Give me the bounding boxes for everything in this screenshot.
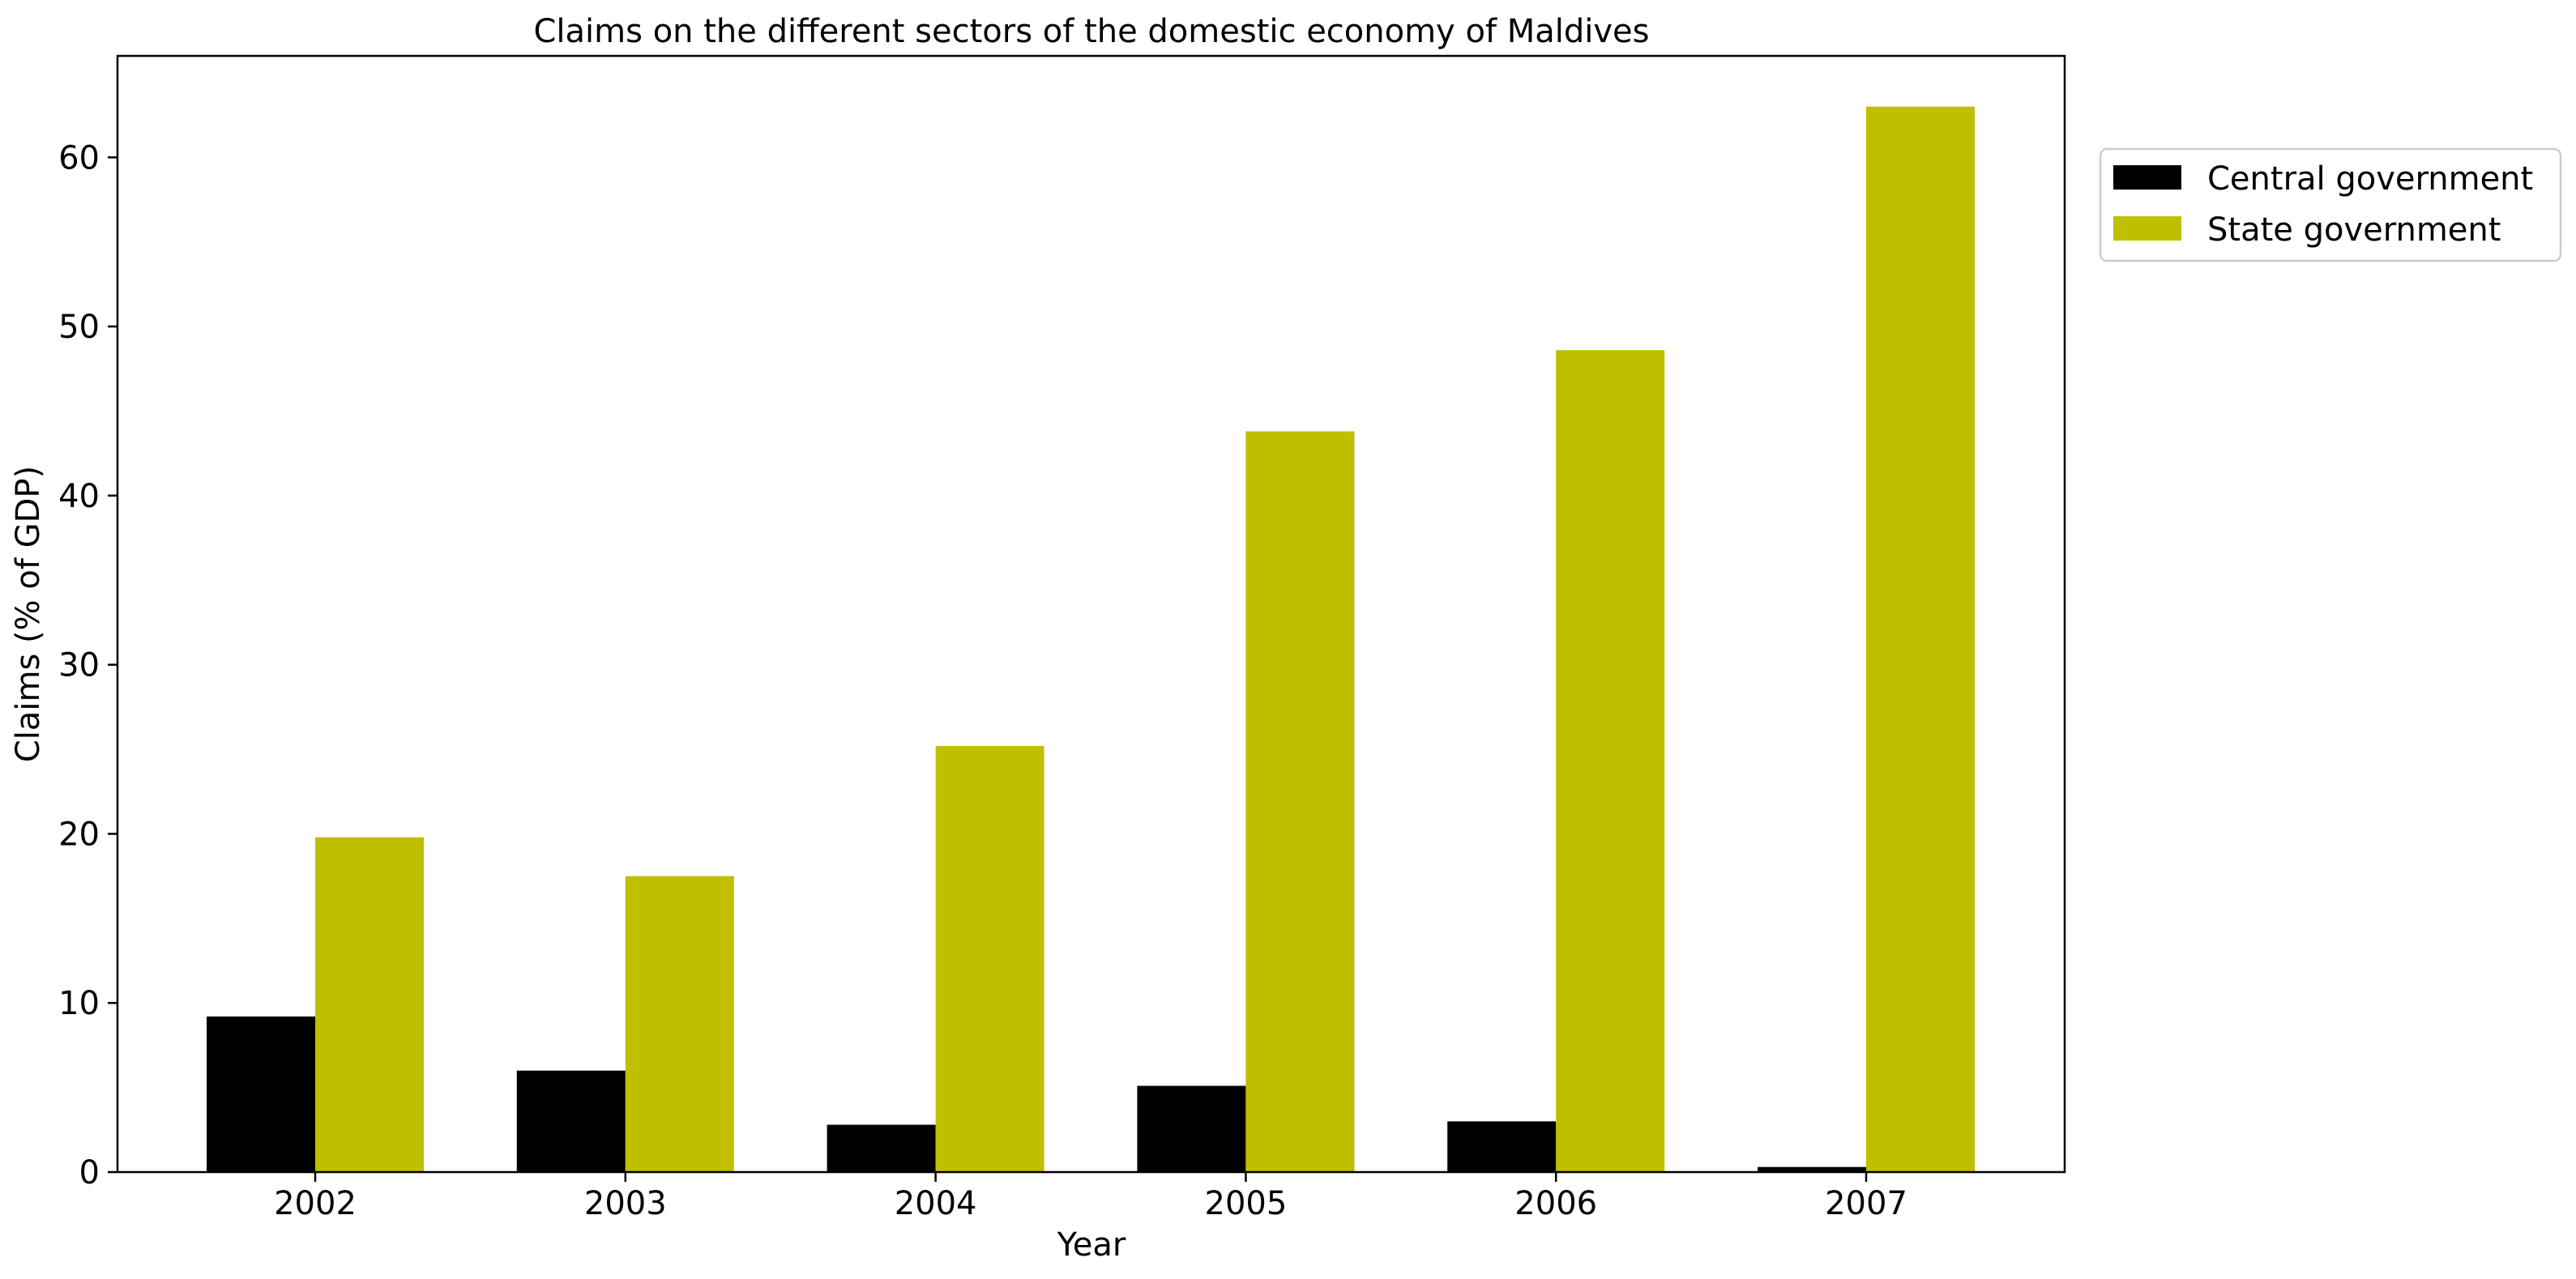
y-tick-label-10: 10 <box>58 985 100 1022</box>
x-tick-label-2003: 2003 <box>584 1185 667 1222</box>
legend-label-central-government: Central government <box>2207 160 2533 198</box>
y-tick-label-0: 0 <box>79 1154 100 1192</box>
bar-state-government-2006 <box>1556 350 1665 1173</box>
legend-swatch-central-government <box>2113 165 2181 190</box>
legend-swatch-state-government <box>2113 216 2181 241</box>
y-tick-label-50: 50 <box>58 309 100 346</box>
chart-title: Claims on the different sectors of the d… <box>534 13 1650 50</box>
y-tick-label-20: 20 <box>58 816 100 853</box>
bar-state-government-2003 <box>625 876 734 1172</box>
x-axis-label: Year <box>1057 1226 1126 1264</box>
bars-layer <box>207 106 1975 1173</box>
bar-state-government-2004 <box>935 745 1044 1172</box>
legend-label-state-government: State government <box>2207 211 2501 249</box>
y-tick-label-60: 60 <box>58 139 100 177</box>
bar-central-government-2004 <box>827 1124 936 1172</box>
bar-state-government-2002 <box>315 837 424 1172</box>
x-tick-label-2004: 2004 <box>895 1185 977 1222</box>
bar-central-government-2003 <box>516 1070 626 1172</box>
y-axis: 0 10 20 30 40 50 60 <box>58 139 117 1192</box>
bar-state-government-2007 <box>1866 106 1975 1173</box>
bar-central-government-2005 <box>1137 1085 1246 1172</box>
x-tick-label-2006: 2006 <box>1514 1185 1597 1222</box>
legend-frame <box>2099 147 2562 262</box>
bar-central-government-2002 <box>207 1016 315 1172</box>
legend: Central government State government <box>2099 147 2562 262</box>
x-tick-label-2005: 2005 <box>1205 1185 1288 1222</box>
y-axis-label: Claims (% of GDP) <box>10 466 47 762</box>
x-tick-label-2002: 2002 <box>274 1185 357 1222</box>
y-tick-label-40: 40 <box>58 478 100 515</box>
bar-central-government-2007 <box>1758 1166 1866 1172</box>
x-tick-label-2007: 2007 <box>1825 1185 1907 1222</box>
bar-central-government-2006 <box>1447 1121 1557 1172</box>
y-tick-label-30: 30 <box>58 647 100 684</box>
x-axis: 2002 2003 2004 2005 2006 2007 <box>274 1172 1907 1222</box>
plot-frame <box>116 54 2066 1174</box>
bar-state-government-2005 <box>1245 431 1355 1172</box>
